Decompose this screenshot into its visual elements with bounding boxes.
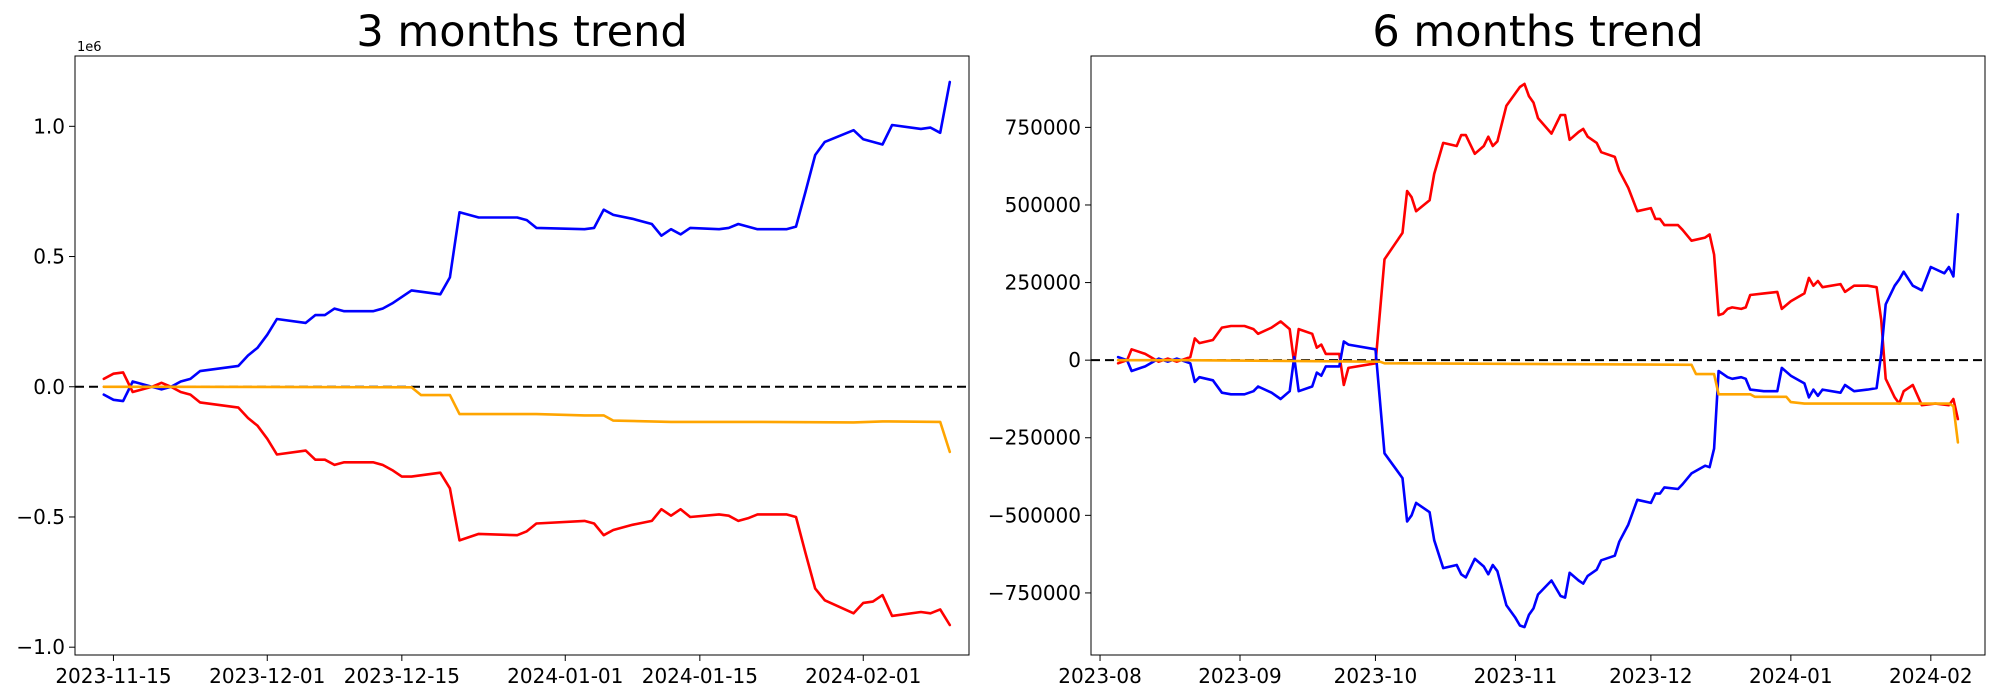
series-line-2 <box>1116 358 1960 444</box>
chart-title: 3 months trend <box>356 7 687 57</box>
y-tick-label: −750000 <box>988 581 1081 605</box>
x-tick-label: 2023-11-15 <box>55 664 171 688</box>
x-tick-label: 2024-02-01 <box>805 664 921 688</box>
series-line-1 <box>1116 213 1960 629</box>
y-tick-label: −0.5 <box>16 505 65 529</box>
y-tick-label: 0.5 <box>33 245 65 269</box>
x-tick-label: 2023-12-01 <box>209 664 325 688</box>
x-tick-label: 2023-12-15 <box>344 664 460 688</box>
x-tick-label: 2023-10 <box>1334 664 1418 688</box>
plot-area: −750000 −500000 −250000 0 250000 500000 750000… <box>988 55 1986 688</box>
y-tick-label: 250000 <box>1005 271 1081 295</box>
plot-frame <box>74 55 970 656</box>
y-tick-label: 500000 <box>1005 193 1081 217</box>
y-tick-label: 0.0 <box>33 375 65 399</box>
x-tick-label: 2024-01 <box>1749 664 1833 688</box>
plot-frame <box>1090 55 1986 656</box>
x-tick-label: 2024-02 <box>1889 664 1973 688</box>
y-axis-offset-label: 1e6 <box>77 40 102 55</box>
y-tick-label: −1.0 <box>16 635 65 659</box>
chart-3-months: 3 months trend 1e6 −1.0 −0.5 0.0 0.5 1.0 2023… <box>16 7 970 688</box>
series-line-2 <box>102 385 952 454</box>
plot-area: −1.0 −0.5 0.0 0.5 1.0 2023-11-15 2023-12-01 202… <box>16 55 970 688</box>
y-tick-label: 1.0 <box>33 114 65 138</box>
x-tick-label: 2023-08 <box>1058 664 1142 688</box>
x-tick-label: 2024-01-01 <box>507 664 623 688</box>
y-tick-label: −500000 <box>988 503 1081 527</box>
chart-6-months: 6 months trend −750000 −500000 −250000 0 250… <box>988 7 1986 688</box>
x-tick-label: 2024-01-15 <box>642 664 758 688</box>
series-line-0 <box>1116 82 1960 421</box>
x-tick-label: 2023-12 <box>1609 664 1693 688</box>
series-line-1 <box>102 371 952 627</box>
y-tick-label: 750000 <box>1005 115 1081 139</box>
chart-title: 6 months trend <box>1372 7 1703 57</box>
y-tick-label: −250000 <box>988 426 1081 450</box>
x-tick-label: 2023-11 <box>1474 664 1558 688</box>
x-tick-label: 2023-09 <box>1198 664 1282 688</box>
series-line-0 <box>102 80 952 403</box>
y-tick-label: 0 <box>1068 348 1081 372</box>
